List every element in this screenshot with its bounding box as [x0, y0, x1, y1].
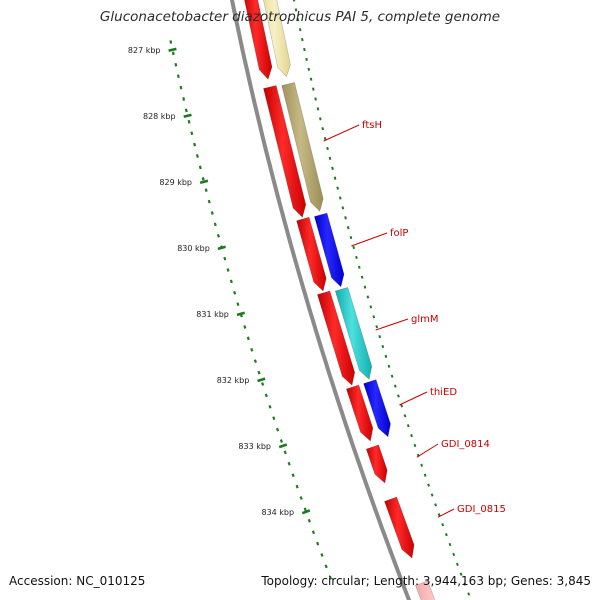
- gene-arrow-blue-2: [363, 379, 391, 438]
- tick-dots-track: [169, 0, 471, 596]
- tick-label: 833 kbp: [238, 442, 271, 451]
- tick-mark: [199, 179, 209, 185]
- backbone: [229, 0, 412, 600]
- tick-mark: [217, 245, 226, 251]
- gene-label: folP: [390, 228, 408, 239]
- tick-mark: [183, 113, 192, 118]
- tick-mark: [236, 311, 246, 317]
- gene-label-leader: [375, 318, 409, 331]
- gene-label-leader: [399, 391, 428, 406]
- tick-label: 830 kbp: [177, 244, 210, 253]
- gene-label: GDI_0815: [457, 504, 506, 515]
- cds-arrow-5: [346, 384, 374, 442]
- tick-mark: [278, 443, 288, 449]
- cds-arrow-8: [415, 580, 436, 600]
- tick-label: 829 kbp: [159, 178, 192, 187]
- gene-label-leader: [323, 124, 360, 142]
- tick-mark: [168, 47, 177, 52]
- gene-label-leader: [416, 443, 439, 458]
- cds-arrow-2: [263, 85, 307, 218]
- cds-arrow-7: [384, 496, 415, 559]
- cds-arrow-6: [365, 444, 388, 484]
- gene-label: GDI_0814: [441, 439, 490, 450]
- gene-arrow-olive: [281, 82, 324, 212]
- tick-label: 828 kbp: [143, 112, 176, 121]
- gene-arrow-yellow: [263, 0, 291, 78]
- gene-label: ftsH: [362, 120, 382, 131]
- tick-label: 831 kbp: [196, 310, 229, 319]
- gene-arrow-blue-1: [314, 212, 345, 288]
- gene-label: thiED: [430, 387, 457, 398]
- tick-marks: 827 kbp 828 kbp 829 kbp 830 kbp 831 kbp 832 k…: [128, 46, 311, 517]
- tick-mark: [301, 509, 311, 515]
- feature-track: [244, 0, 436, 600]
- accession-label: Accession: NC_010125: [9, 574, 146, 588]
- gene-arrow-cyan: [334, 287, 373, 380]
- gene-labels: ftsH folP glmM thiED GDI_0814 GDI_0815: [323, 120, 506, 518]
- tick-label: 834 kbp: [261, 508, 294, 517]
- cds-arrow-3: [296, 216, 327, 292]
- cds-arrow-4: [317, 290, 356, 386]
- tick-label: 827 kbp: [128, 46, 161, 55]
- gene-label: glmM: [411, 314, 439, 325]
- map-title: Gluconacetobacter diazotrophicus PAI 5, …: [99, 9, 501, 25]
- cds-arrow-1: [244, 0, 273, 80]
- genome-summary: Topology: circular; Length: 3,944,163 bp…: [261, 574, 591, 588]
- gene-label-leader: [437, 508, 455, 518]
- tick-label: 832 kbp: [217, 376, 250, 385]
- gene-label-leader: [351, 232, 388, 247]
- tick-mark: [257, 377, 266, 383]
